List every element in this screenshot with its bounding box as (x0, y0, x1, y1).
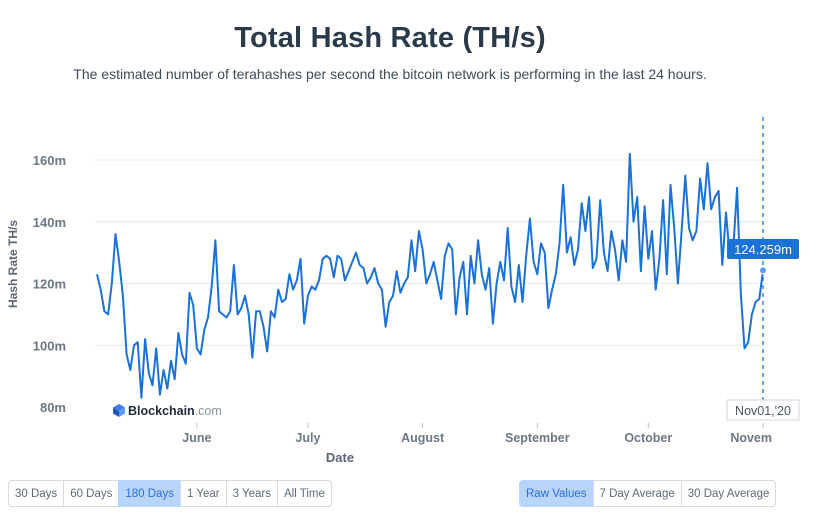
average-7-day-average-button[interactable]: 7 Day Average (592, 480, 682, 507)
y-axis: 80m 100m 120m 140m 160m (33, 153, 66, 415)
chart-title: Total Hash Rate (TH/s) (234, 22, 546, 54)
x-tick-label: June (182, 431, 211, 445)
x-axis-label: Date (326, 450, 354, 465)
series-line[interactable] (96, 152, 764, 399)
y-tick-label: 160m (33, 153, 66, 168)
chart-subtitle: The estimated number of terahashes per s… (73, 66, 707, 82)
brand-logo: Blockchain.com (113, 404, 222, 418)
y-tick-label: 120m (33, 277, 66, 292)
x-tick-label: October (624, 431, 672, 445)
range-60-days-button[interactable]: 60 Days (63, 480, 120, 507)
blockchain-logo-icon (113, 404, 125, 417)
average-selector: Raw Values 7 Day Average 30 Day Average (519, 480, 777, 507)
y-tick-label: 100m (33, 338, 66, 353)
hover-point (759, 266, 767, 275)
range-30-days-button[interactable]: 30 Days (8, 480, 65, 507)
y-tick-label: 140m (33, 215, 66, 230)
x-tick-label: July (295, 431, 320, 445)
svg-text:Blockchain.com: Blockchain.com (128, 404, 222, 418)
value-tooltip: 124.259m (727, 239, 799, 259)
range-1-year-button[interactable]: 1 Year (179, 480, 227, 507)
average-raw-values-button[interactable]: Raw Values (519, 480, 594, 507)
tooltip-date: Nov01,'20 (735, 404, 791, 418)
x-tick-label: August (401, 431, 445, 445)
range-3-years-button[interactable]: 3 Years (225, 480, 278, 507)
brand-suffix: .com (195, 404, 222, 418)
range-all-time-button[interactable]: All Time (276, 480, 332, 507)
range-180-days-button[interactable]: 180 Days (118, 480, 181, 507)
date-tooltip: Nov01,'20 (726, 399, 800, 421)
brand-name: Blockchain (128, 404, 195, 418)
time-range-selector: 30 Days 60 Days 180 Days 1 Year 3 Years All T… (8, 480, 332, 507)
y-axis-label: Hash Rate TH/s (6, 220, 20, 308)
x-axis: June July August September October Novem (182, 423, 772, 445)
y-tick-label: 80m (40, 400, 66, 415)
average-30-day-average-button[interactable]: 30 Day Average (680, 480, 777, 507)
x-tick-label: Novem (730, 431, 772, 445)
x-tick-label: September (505, 431, 570, 445)
tooltip-value: 124.259m (734, 242, 792, 257)
